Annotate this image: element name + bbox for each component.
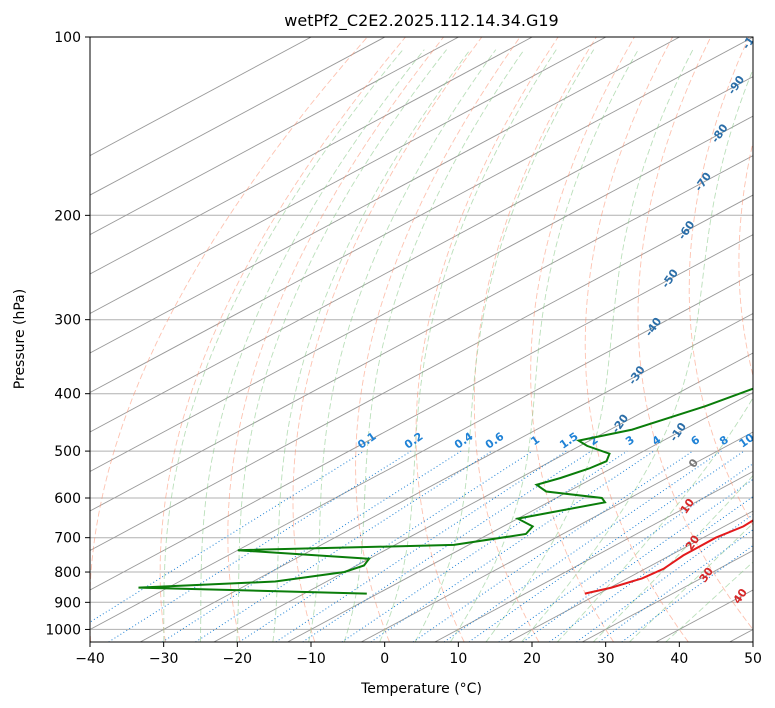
isotherm--120 [90,37,607,315]
mixing-ratio-line [576,513,753,642]
isotherm--40 [90,273,753,630]
y-tick-label: 100 [54,30,81,46]
moist-adiabat [592,474,753,642]
dry-adiabat [227,37,444,642]
mixing-ratio-line [90,450,365,623]
plot-frame [89,36,754,643]
moist-adiabat [379,49,557,642]
isotherm--100 [90,37,753,394]
dry-adiabat [530,37,635,642]
mixing-ratio-line [162,450,462,642]
isotherm--110 [90,37,680,354]
x-tick-label: −30 [149,651,179,667]
isotherm--130 [90,37,533,275]
dry-adiabats [90,37,753,642]
mixing-ratio-lines [90,450,753,642]
x-tick-label: −10 [296,651,326,667]
moist-adiabat [485,49,694,642]
y-tick-label: 700 [54,531,81,547]
moist-adiabat [199,49,425,642]
isotherm-10 [434,470,753,642]
moist-adiabat [343,49,525,642]
x-axis-label: Temperature (°C) [360,681,482,697]
dry-adiabat [292,37,483,642]
isotherm-0 [360,431,753,642]
moist-adiabat [308,49,497,642]
isotherm--20 [213,352,753,642]
isotherm--80 [90,115,753,473]
isotherm--90 [90,76,753,433]
dry-adiabat [637,37,753,631]
mixing-ratio-line [195,450,493,642]
x-tick-label: 20 [523,651,541,667]
y-tick-label: 200 [54,208,81,224]
mixing-ratio-line [275,450,567,642]
mixing-ratio-line [302,450,592,642]
chart-title: wetPf2_C2E2.2025.112.14.34.G19 [284,11,558,31]
x-tick-label: 0 [380,651,389,667]
x-tick-label: 30 [597,651,615,667]
isotherm--70 [90,155,753,512]
y-tick-label: 500 [54,444,81,460]
isotherm--150 [90,37,386,196]
x-tick-label: 40 [670,651,688,667]
profile-series [138,387,753,595]
isotherm--30 [139,313,753,642]
isotherm--160 [90,37,312,157]
x-tick-label: 50 [744,651,762,667]
x-tick-label: −40 [75,651,105,667]
moist-adiabat [272,49,471,642]
moist-adiabat [521,68,753,642]
y-tick-label: 800 [54,565,81,581]
axes: −40 −30 −20 −10 0 10 20 30 40 50 100 200 300 400 500 60… [45,30,762,667]
moist-adiabat [163,49,404,642]
moist-adiabat [450,49,639,642]
isotherm--60 [90,194,753,551]
y-tick-label: 1000 [45,622,81,638]
isotherm--50 [90,234,753,591]
dry-adiabat [90,37,368,642]
dry-adiabat [415,37,559,642]
dry-adiabat [473,37,597,642]
temperature-profile [584,519,753,595]
moist-adiabat [414,49,595,642]
isotherm-grid [90,37,753,642]
x-tick-label: 10 [449,651,467,667]
y-axis-label: Pressure (hPa) [12,289,28,389]
x-tick-label: −20 [223,651,253,667]
dry-adiabat [355,37,521,642]
dry-adiabat [159,37,406,642]
y-tick-label: 600 [54,491,81,507]
y-tick-label: 300 [54,313,81,329]
isotherm--140 [90,37,459,236]
mixing-ratio-line [239,450,533,642]
dry-adiabat [738,140,753,378]
mixing-ratio-line [443,450,722,642]
y-tick-label: 900 [54,595,81,611]
dry-adiabat [688,37,753,527]
dry-adiabat [584,37,689,642]
isotherm-20 [508,510,753,642]
moist-adiabat [236,49,447,642]
y-tick-label: 400 [54,387,81,403]
